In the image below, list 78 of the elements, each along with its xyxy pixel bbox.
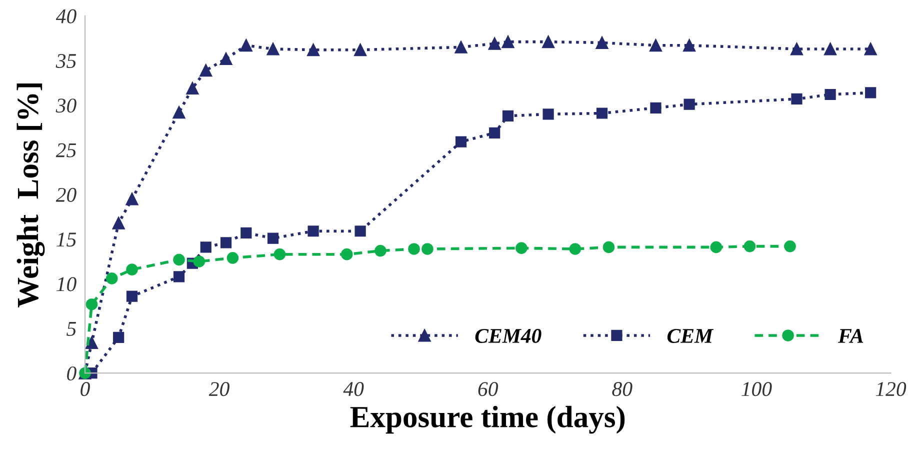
- point: [502, 110, 514, 122]
- x-tick-label: 100: [742, 382, 772, 396]
- point: [683, 39, 696, 52]
- point: [454, 40, 468, 54]
- y-tick-label: 25: [56, 143, 76, 158]
- point: [274, 248, 286, 260]
- x-tick-label: 40: [343, 382, 364, 396]
- point: [684, 98, 695, 110]
- y-tick-label: 20: [56, 188, 76, 202]
- point: [354, 44, 367, 56]
- point: [422, 243, 434, 255]
- point: [596, 108, 608, 119]
- point: [200, 242, 212, 253]
- x-tick-label: 0: [80, 382, 90, 396]
- y-tick-label: 40: [56, 9, 76, 24]
- y-tick-label: 30: [56, 98, 76, 113]
- point: [374, 244, 386, 257]
- point: [220, 237, 232, 248]
- point: [172, 106, 186, 119]
- point: [596, 36, 608, 49]
- y-tick-label: 5: [66, 322, 76, 336]
- x-axis-title: Exposure time (days): [350, 406, 625, 434]
- point: [710, 241, 722, 254]
- legend-label: FA: [838, 329, 864, 343]
- point: [650, 102, 662, 114]
- point: [173, 271, 185, 282]
- point: [308, 226, 319, 237]
- point: [266, 42, 280, 56]
- point: [516, 242, 528, 254]
- point: [340, 248, 353, 260]
- y-tick-label: 0: [67, 366, 76, 381]
- point: [85, 336, 98, 349]
- point: [408, 243, 420, 255]
- point: [106, 272, 118, 284]
- y-tick-label: 15: [56, 232, 76, 247]
- point: [791, 93, 802, 105]
- y-tick-label: 35: [56, 54, 76, 68]
- point: [186, 82, 199, 95]
- point: [112, 216, 125, 230]
- point: [113, 332, 124, 343]
- point: [569, 243, 582, 255]
- point: [126, 264, 138, 276]
- point: [489, 127, 500, 138]
- y-axis-title: Weight Loss [%]: [16, 83, 45, 308]
- point: [86, 298, 98, 310]
- point: [790, 42, 803, 56]
- point: [649, 39, 662, 52]
- point: [865, 87, 876, 98]
- point: [824, 42, 837, 56]
- legend-label: CEM: [667, 328, 714, 343]
- point: [126, 290, 138, 302]
- point: [226, 252, 239, 264]
- point: [488, 37, 501, 50]
- point: [126, 192, 138, 206]
- point: [542, 36, 555, 48]
- x-tick-label: 120: [876, 382, 906, 396]
- point: [240, 227, 252, 238]
- point: [173, 254, 185, 266]
- x-tick-label: 20: [208, 382, 230, 396]
- point: [824, 88, 836, 100]
- x-tick-label: 60: [478, 382, 498, 396]
- point: [542, 108, 554, 120]
- x-tick-label: 80: [612, 382, 632, 396]
- point: [455, 136, 467, 148]
- point: [267, 232, 279, 244]
- point: [864, 42, 877, 56]
- point: [502, 36, 514, 48]
- point: [220, 52, 232, 66]
- point: [744, 240, 756, 252]
- point: [307, 44, 320, 56]
- point: [193, 256, 206, 268]
- legend-label: CEM40: [475, 328, 542, 343]
- point: [200, 64, 212, 77]
- point: [784, 240, 796, 252]
- point: [354, 226, 366, 237]
- point: [240, 39, 252, 52]
- y-tick-label: 10: [56, 277, 76, 292]
- point: [602, 241, 615, 254]
